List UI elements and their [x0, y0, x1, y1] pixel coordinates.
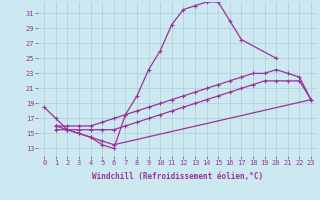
X-axis label: Windchill (Refroidissement éolien,°C): Windchill (Refroidissement éolien,°C) [92, 172, 263, 181]
